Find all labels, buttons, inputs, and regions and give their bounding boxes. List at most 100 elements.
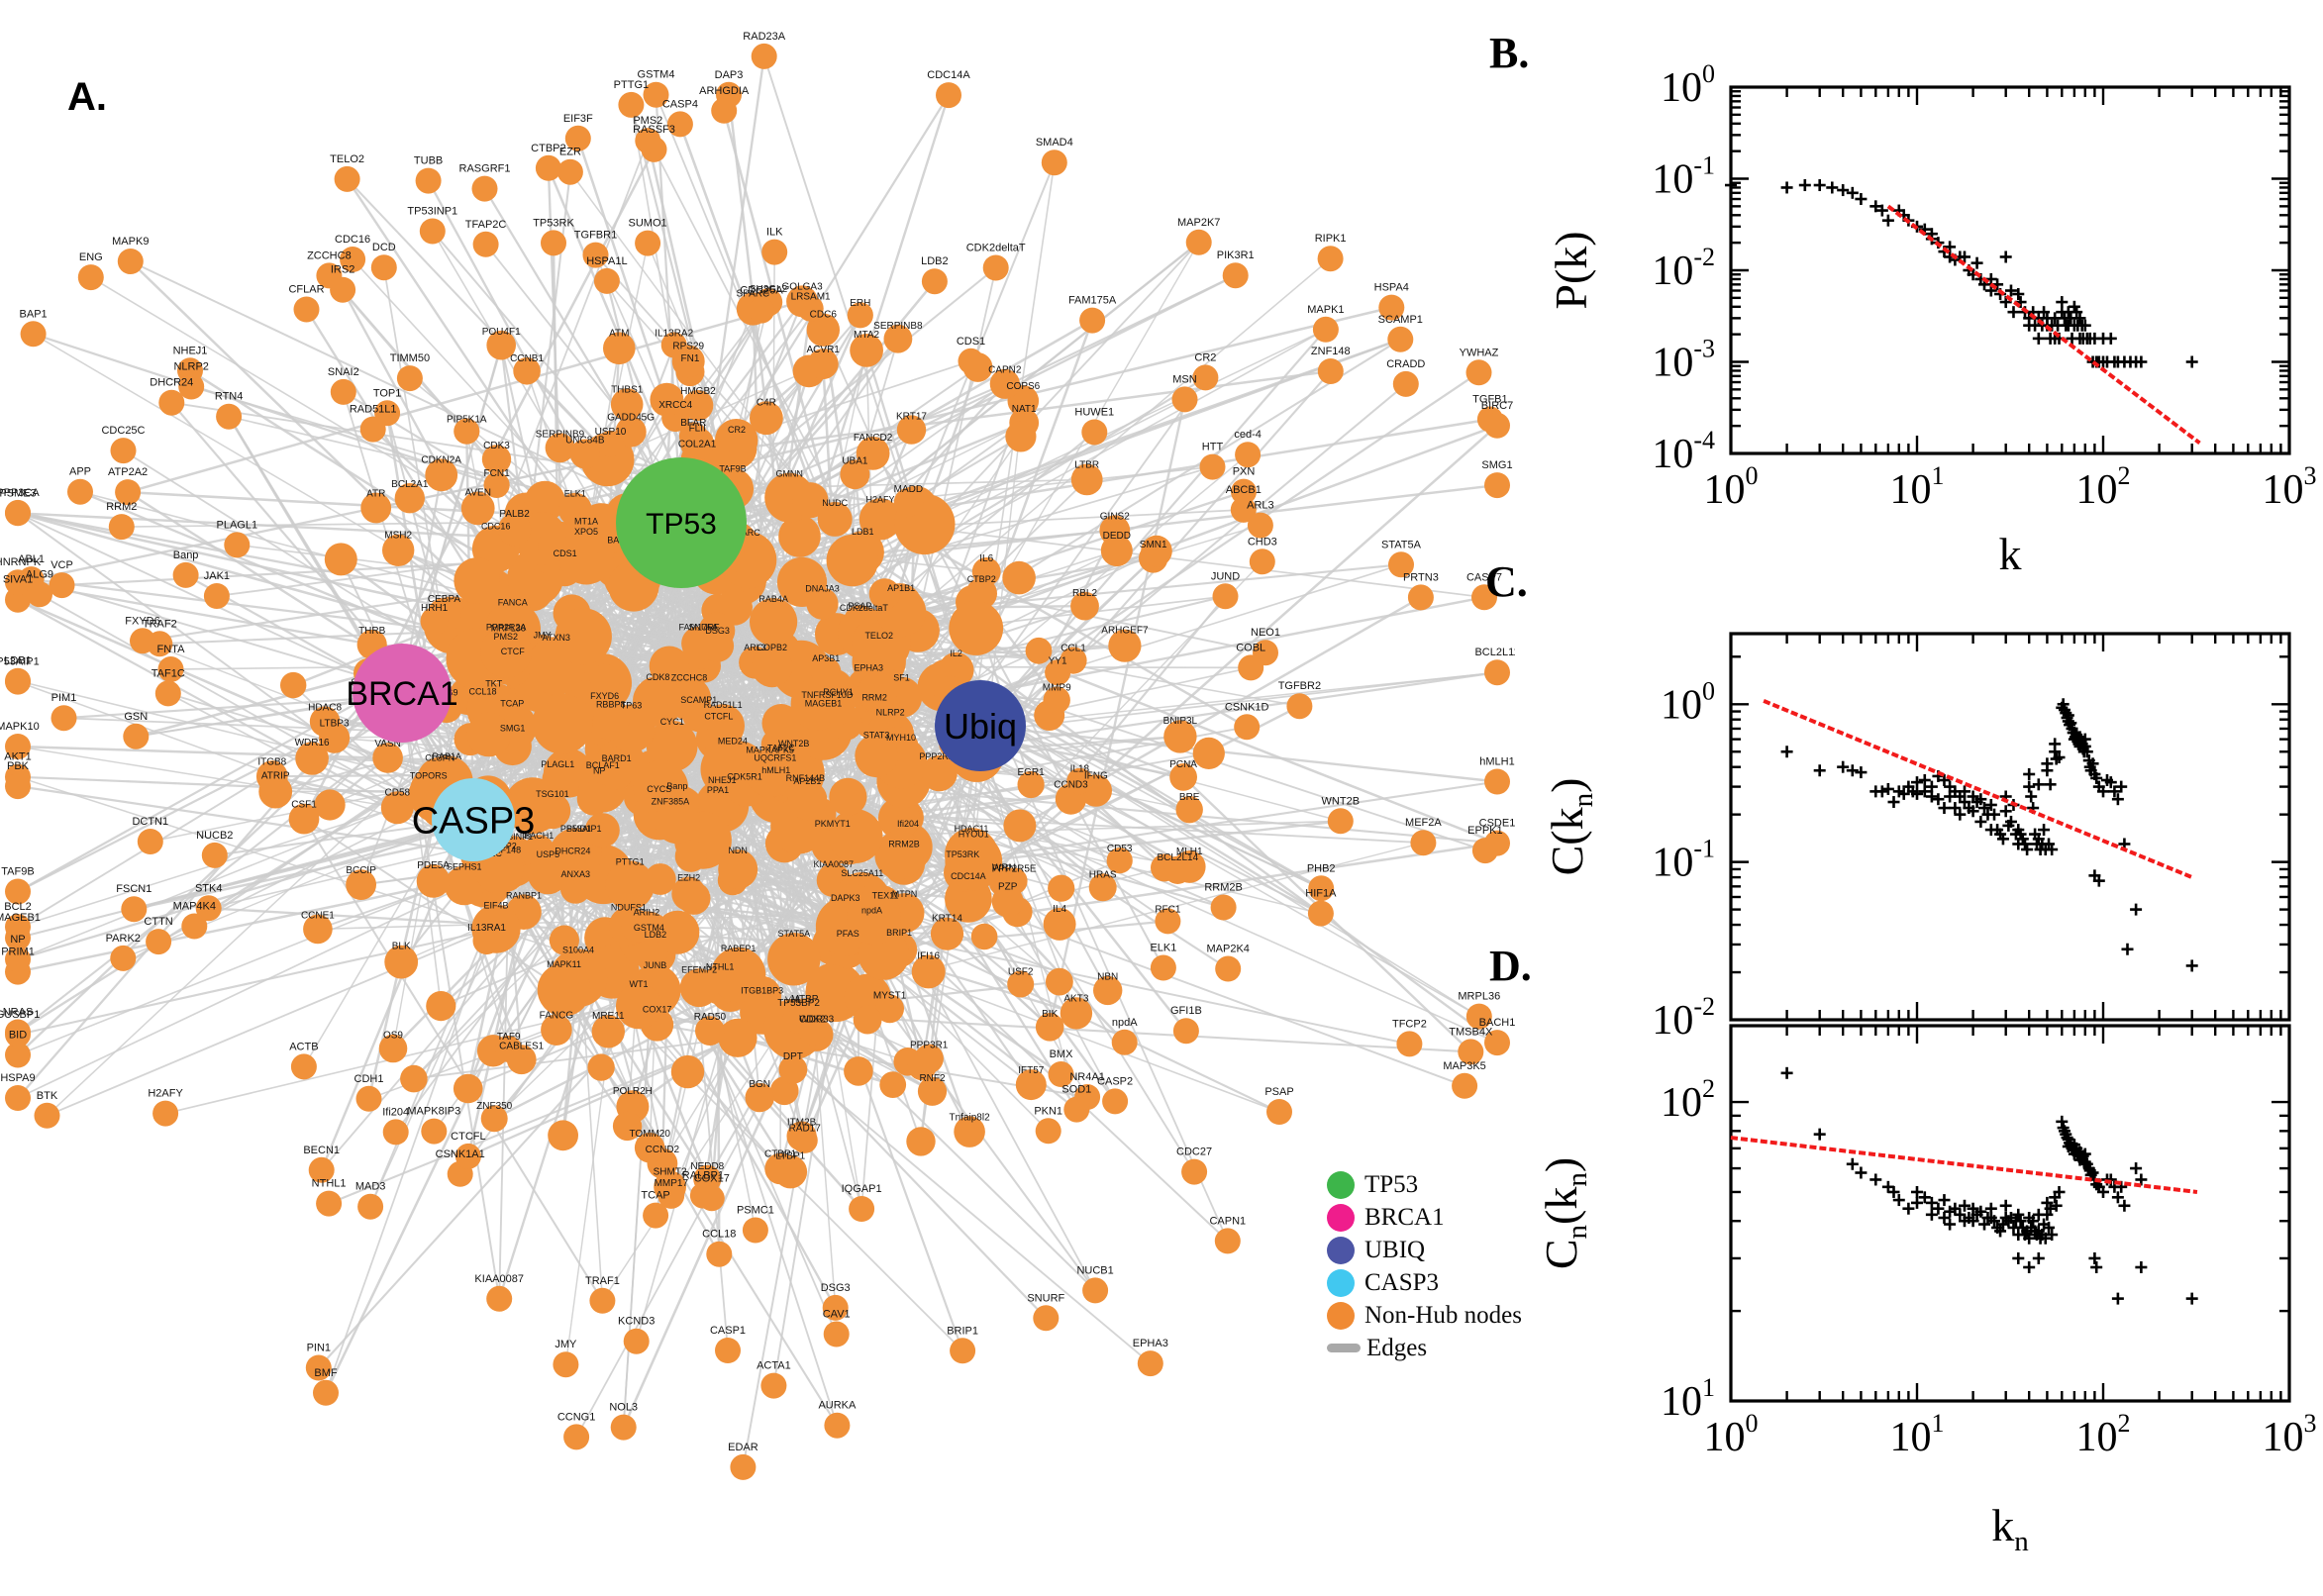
panel-d-label: D.: [1489, 942, 1532, 990]
panel-a-label: A.: [67, 75, 107, 119]
legend-item: BRCA1: [1327, 1201, 1584, 1234]
x-tick-label: 101: [1890, 1409, 1945, 1460]
scatter-point: [2032, 332, 2045, 345]
scatter-point: [2025, 790, 2038, 803]
scatter-point: [2032, 1251, 2045, 1264]
scatter-point: [1846, 186, 1859, 199]
scatter-point: [2135, 1260, 2148, 1273]
panel-b-label: B.: [1489, 29, 1530, 77]
scatter-point: [1846, 1157, 1859, 1170]
scatter-point: [1780, 1066, 1793, 1079]
scatter-point: [1938, 802, 1951, 815]
scatter-point: [1837, 184, 1850, 197]
scatter-point: [1902, 1202, 1915, 1215]
legend-node-marker: [1327, 1170, 1355, 1199]
scatter-point: [2185, 1292, 2198, 1305]
scatter-point: [2185, 355, 2198, 368]
y-tick-label: 100: [1661, 59, 1715, 111]
y-tick-label: 10-2: [1652, 243, 1715, 294]
y-tick-label: 10-2: [1652, 992, 1715, 1044]
scatter-point: [1725, 179, 1737, 192]
scatter-point: [1999, 805, 2012, 818]
scatter-point: [1881, 782, 1894, 795]
scatter-point: [2021, 844, 2034, 856]
scatter-point: [2023, 780, 2036, 793]
scatter-points: [1725, 179, 2198, 368]
scatter-points: [1780, 698, 2198, 972]
y-tick-label: 100: [1661, 676, 1715, 728]
fit-line: [1763, 699, 2193, 879]
scatter-point: [1887, 796, 1900, 809]
y-axis-title: C(kn): [1542, 778, 1599, 876]
scatter-point: [1999, 250, 2012, 263]
scatter-point: [2111, 1191, 2124, 1204]
legend-item-label: Non-Hub nodes: [1364, 1301, 1523, 1329]
panel-c-label: C.: [1485, 557, 1528, 606]
legend-node-marker: [1327, 1203, 1355, 1232]
legend: TP53 BRCA1 UBIQ CASP3 Non-Hub nodes Edges: [1327, 1168, 1584, 1364]
scatter-point: [1826, 181, 1839, 194]
y-tick-label: 10-1: [1652, 835, 1715, 886]
scatter-point: [1974, 815, 1987, 828]
scatter-point: [2041, 764, 2054, 777]
scatter-point: [1875, 785, 1888, 798]
scatter-point: [1938, 1194, 1951, 1207]
legend-item-label: UBIQ: [1364, 1236, 1426, 1263]
scatter-point: [1999, 1199, 2012, 1212]
fit-line: [1730, 1136, 2198, 1194]
legend-item: Non-Hub nodes: [1327, 1299, 1584, 1332]
scatter-point: [1918, 773, 1931, 786]
chart-panel-c: 100 10-1 10-2 C(kn): [1542, 632, 2291, 1044]
scatter-point: [2111, 1292, 2124, 1305]
scatter-point: [2007, 306, 2020, 319]
scatter-point: [1911, 1196, 1923, 1209]
legend-item: CASP3: [1327, 1266, 1584, 1299]
scatter-point: [2185, 959, 2198, 972]
scatter-point: [2056, 1115, 2069, 1128]
scatter-point: [1813, 1128, 1826, 1141]
scatter-point: [1932, 793, 1945, 806]
legend-edge-marker: [1327, 1344, 1361, 1352]
y-axis-title: P(k): [1546, 231, 1596, 309]
scatter-point: [1925, 1208, 1938, 1221]
scatter-point: [2032, 778, 2045, 791]
scatter-point: [1881, 214, 1894, 227]
x-axis-title: k: [1999, 529, 2022, 579]
legend-node-marker: [1327, 1236, 1355, 1264]
scatter-point: [1944, 1218, 1957, 1231]
scatter-point: [2012, 1251, 2025, 1264]
scatter-point: [2121, 943, 2134, 955]
scatter-point: [2130, 1162, 2143, 1175]
axis-ticks: [1729, 85, 2291, 455]
scatter-point: [1925, 1196, 1938, 1209]
scatter-point: [2088, 1251, 2101, 1264]
legend-item-label: BRCA1: [1364, 1203, 1445, 1231]
scatter-point: [1855, 193, 1868, 206]
legend-item-label: TP53: [1364, 1170, 1419, 1198]
x-tick-label: 103: [2263, 461, 2317, 513]
x-axis-title: kn: [1991, 1500, 2029, 1557]
x-tick-label: 100: [1704, 461, 1759, 513]
edge: [967, 400, 1025, 899]
x-tick-label: 102: [2076, 461, 2131, 513]
legend-item: TP53: [1327, 1168, 1584, 1201]
legend-item: UBIQ: [1327, 1234, 1584, 1266]
legend-node-marker: [1327, 1268, 1355, 1297]
scatter-point: [1932, 1202, 1945, 1215]
scatter-point: [1855, 766, 1868, 779]
scatter-point: [1813, 764, 1826, 777]
scatter-point: [1780, 746, 1793, 758]
scatter-point: [2130, 903, 2143, 916]
scatter-point: [1855, 1166, 1868, 1179]
x-tick-label: 103: [2263, 1409, 2317, 1460]
y-tick-label: 10-1: [1652, 151, 1715, 203]
scatter-point: [1813, 179, 1826, 192]
legend-item-label: Edges: [1366, 1334, 1428, 1361]
network-graph: TCAPIfi204TP53INP1P53AIP1TFAP2CNHEJ1PRIM…: [0, 31, 1515, 1480]
y-tick-label: 102: [1661, 1074, 1715, 1126]
axis-frame: [1729, 85, 2291, 455]
x-tick-label: 101: [1890, 461, 1945, 513]
